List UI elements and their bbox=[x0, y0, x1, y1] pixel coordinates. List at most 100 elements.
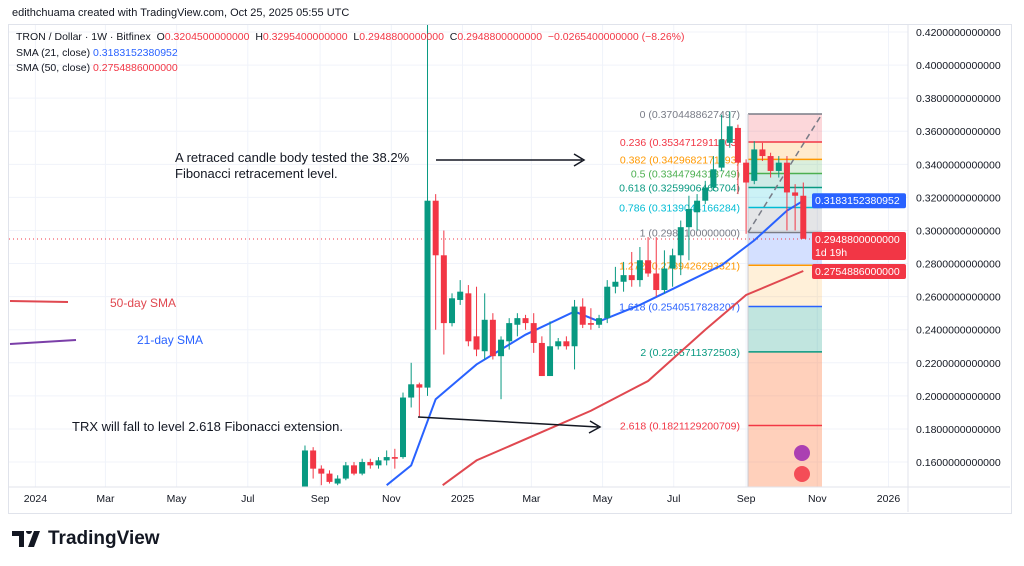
candle-body bbox=[498, 339, 505, 357]
x-tick-label: May bbox=[167, 493, 188, 505]
sma21-price-tag: 0.3183152380952 bbox=[815, 195, 900, 207]
candle-body bbox=[783, 162, 790, 193]
candle-body bbox=[310, 450, 317, 469]
candle-body bbox=[489, 319, 496, 357]
countdown-label: 1d 19h bbox=[815, 247, 847, 259]
candle-body bbox=[473, 336, 480, 350]
fib-zone bbox=[748, 113, 822, 143]
candle-body bbox=[538, 342, 545, 377]
candle-body bbox=[685, 208, 692, 228]
y-tick-label: 0.1600000000000 bbox=[916, 457, 1001, 469]
candle-body bbox=[571, 306, 578, 347]
candle-body bbox=[596, 318, 603, 325]
x-tick-label: May bbox=[593, 493, 614, 505]
change-value: −0.0265400000000 (−8.26%) bbox=[547, 31, 685, 43]
y-tick-label: 0.2200000000000 bbox=[916, 358, 1001, 370]
arrowhead-icon bbox=[573, 153, 586, 167]
fib-zone bbox=[748, 265, 822, 307]
candle-body bbox=[416, 384, 423, 388]
open-label: O bbox=[156, 31, 165, 43]
fib-zone bbox=[748, 351, 822, 426]
x-tick-label: Jul bbox=[667, 493, 680, 505]
candle-body bbox=[449, 298, 456, 324]
candle-body bbox=[743, 162, 750, 183]
candle-body bbox=[792, 192, 799, 196]
fib-level-label: 1.618 (0.2540517828207) bbox=[619, 301, 740, 313]
candle-body bbox=[506, 323, 513, 342]
candle-body bbox=[726, 126, 733, 143]
candle-body bbox=[457, 291, 464, 300]
sma21-legend-line bbox=[9, 339, 77, 345]
candle-body bbox=[318, 468, 325, 474]
high-label: H bbox=[255, 31, 263, 43]
annotation-retrace-line2: Fibonacci retracement level. bbox=[175, 166, 338, 181]
chart-legend: TRON / Dollar · 1W · Bitfinex O0.3204500… bbox=[16, 30, 685, 77]
candle-body bbox=[694, 200, 701, 213]
flag-event-icon bbox=[794, 466, 810, 482]
sma21-label[interactable]: SMA (21, close) bbox=[16, 46, 91, 59]
fib-zone bbox=[748, 306, 822, 352]
candle-body bbox=[759, 149, 766, 157]
fib-zone bbox=[748, 232, 822, 266]
candle-body bbox=[645, 260, 652, 274]
candle-body bbox=[555, 341, 562, 347]
annotation-arrow-2 bbox=[417, 416, 599, 428]
candle-body bbox=[465, 293, 472, 342]
y-tick-label: 0.3000000000000 bbox=[916, 225, 1001, 237]
y-tick-label: 0.3800000000000 bbox=[916, 93, 1001, 105]
candle-body bbox=[391, 457, 398, 459]
last-price-tag: 0.2948800000000 bbox=[815, 234, 900, 246]
annotation-retrace-line1: A retraced candle body tested the 38.2% bbox=[175, 150, 410, 165]
sma50-legend-line bbox=[9, 300, 69, 303]
fib-zone bbox=[748, 142, 822, 160]
candle-body bbox=[440, 255, 447, 324]
candle-body bbox=[800, 195, 807, 239]
lightning-event-icon bbox=[794, 445, 810, 461]
sma50-label[interactable]: SMA (50, close) bbox=[16, 62, 91, 74]
candle-body bbox=[350, 465, 357, 474]
candle-body bbox=[424, 200, 431, 388]
fib-level-label: 0.786 (0.3139044166284) bbox=[619, 202, 740, 214]
plot-area: 0 (0.3704488627497) 0.236 (0.353471291150… bbox=[9, 25, 908, 487]
fib-level-label: 0.382 (0.3429682171193) bbox=[620, 154, 740, 166]
sma21-price-tag-bg bbox=[812, 193, 906, 209]
x-tick-label: Mar bbox=[96, 493, 115, 505]
candle-body bbox=[359, 462, 366, 474]
symbol-title[interactable]: TRON / Dollar · 1W · Bitfinex bbox=[16, 31, 151, 43]
candle-body bbox=[514, 318, 521, 325]
tradingview-logo[interactable]: TradingView bbox=[12, 528, 160, 550]
x-tick-label: 2025 bbox=[451, 493, 475, 505]
y-tick-label: 0.3200000000000 bbox=[916, 192, 1001, 204]
high-value: 0.3295400000000 bbox=[262, 31, 348, 43]
candle-body bbox=[579, 306, 586, 325]
y-tick-label: 0.2800000000000 bbox=[916, 259, 1001, 271]
x-tick-label: Sep bbox=[311, 493, 330, 505]
candle-body bbox=[342, 465, 349, 479]
y-tick-label: 0.1800000000000 bbox=[916, 424, 1001, 436]
fib-trend-line bbox=[747, 113, 823, 233]
candle-body bbox=[563, 341, 570, 347]
candle-body bbox=[636, 260, 643, 281]
y-tick-label: 0.2600000000000 bbox=[916, 292, 1001, 304]
candle-body bbox=[587, 323, 594, 325]
sma21-value: 0.3183152380952 bbox=[93, 46, 178, 59]
candle-body bbox=[620, 275, 627, 282]
candle-body bbox=[547, 346, 554, 377]
fib-level-label: 0.236 (0.3534712911503) bbox=[620, 137, 740, 149]
candle-body bbox=[334, 478, 341, 484]
sma50-line bbox=[442, 270, 804, 487]
fib-level-label: 0.5 (0.3344794313749) bbox=[631, 168, 740, 180]
candle-body bbox=[481, 319, 488, 352]
x-tick-label: 2026 bbox=[877, 493, 901, 505]
last-price-tag-bg bbox=[812, 231, 906, 260]
candle-body bbox=[367, 462, 374, 466]
candle-body bbox=[775, 162, 782, 171]
x-tick-label: Sep bbox=[737, 493, 756, 505]
chart-credit: edithchuama created with TradingView.com… bbox=[12, 7, 350, 19]
sma21-line bbox=[386, 199, 804, 486]
candle-body bbox=[628, 275, 635, 281]
y-tick-label: 0.2400000000000 bbox=[916, 325, 1001, 337]
fib-zone bbox=[748, 425, 822, 487]
low-value: 0.2948800000000 bbox=[359, 31, 444, 43]
